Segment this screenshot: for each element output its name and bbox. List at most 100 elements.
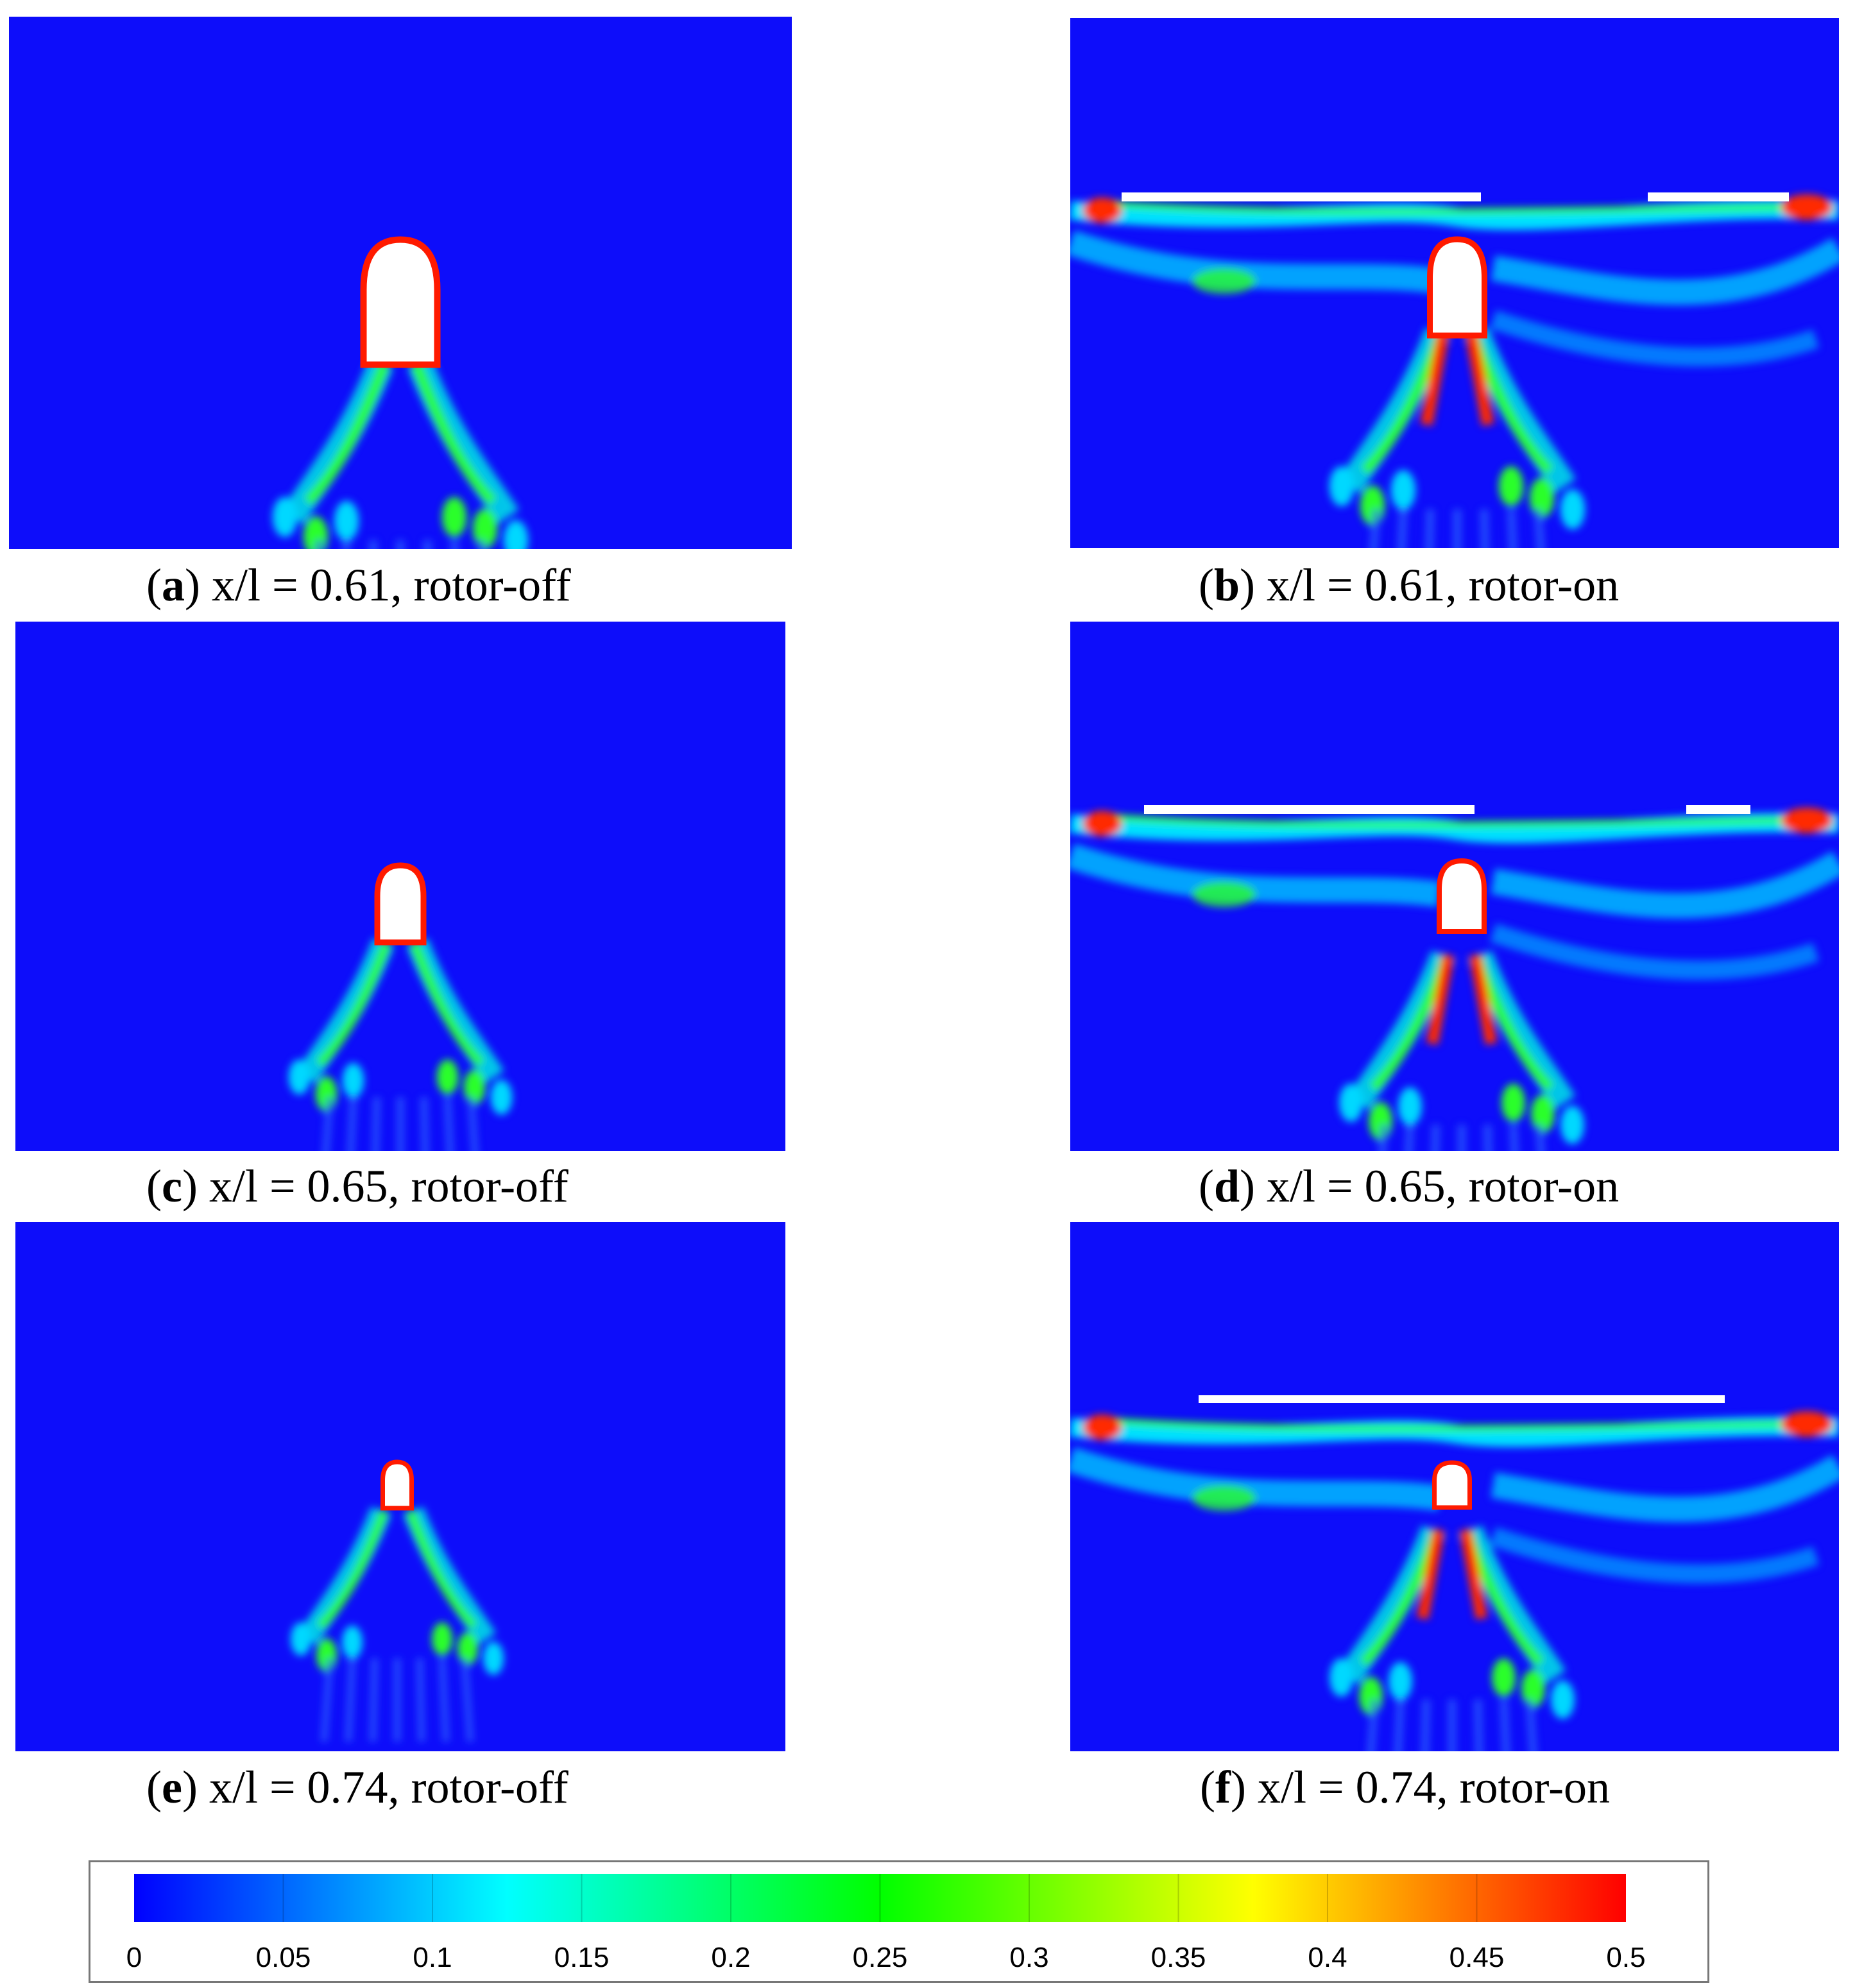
f-rotor-blade — [1199, 1395, 1725, 1403]
panel-caption-b: (b) x/l = 0.61, rotor-on — [1199, 559, 1620, 611]
panel-caption-f: (f) x/l = 0.74, rotor-on — [1200, 1762, 1611, 1813]
d-vortex — [1339, 1083, 1363, 1122]
e-vortex — [342, 1626, 363, 1659]
c-streak — [347, 1097, 357, 1151]
b-vortex — [1529, 477, 1555, 518]
a-streak — [450, 539, 459, 549]
f-blob — [1192, 1485, 1256, 1511]
d-wake-red-left — [1426, 954, 1455, 1045]
c-streak — [420, 1097, 429, 1151]
c-vortex — [288, 1059, 311, 1095]
colorbar-tick-label: 0 — [126, 1942, 142, 1973]
f-wake-band-right — [1491, 1454, 1839, 1522]
b-rotor-blade-left — [1122, 192, 1481, 201]
e-wake-left — [298, 1506, 391, 1645]
d-wake-red-right — [1469, 954, 1498, 1045]
panel-letter: e — [161, 1762, 182, 1813]
d-wake-left-core — [1369, 953, 1452, 1092]
panel-caption-d: (d) x/l = 0.65, rotor-on — [1199, 1160, 1620, 1212]
colorbar: 0 0.05 0.1 0.15 0.2 0.25 0.3 0.35 0.4 0.45 0.5 — [89, 1860, 1709, 1983]
d-rotor-blade-left — [1144, 805, 1475, 814]
a-vortex — [503, 520, 529, 549]
b-wake-band-right — [1491, 237, 1839, 305]
c-streak — [322, 1097, 333, 1151]
a-fuselage — [360, 236, 441, 368]
panel-letter: c — [161, 1160, 182, 1212]
d-tip-vortex-right — [1781, 808, 1833, 833]
d-vortex — [1398, 1087, 1422, 1126]
panel-caption-e: (e) x/l = 0.74, rotor-off — [146, 1762, 568, 1813]
a-streak — [423, 539, 432, 549]
f-shear-core — [1108, 1418, 1801, 1432]
d-vortex — [1560, 1105, 1584, 1144]
f-streak — [1367, 1699, 1378, 1751]
b-tip-vortex-left — [1083, 198, 1122, 223]
colorbar-tick-label: 0.1 — [413, 1942, 452, 1973]
contour-svg — [288, 862, 513, 1151]
e-vortex — [483, 1642, 504, 1675]
colorbar-tick-label: 0.05 — [256, 1942, 311, 1973]
panel-caption-c: (c) x/l = 0.65, rotor-off — [146, 1160, 568, 1212]
b-fuselage — [1427, 236, 1487, 339]
colorbar-tick-label: 0.4 — [1308, 1942, 1347, 1973]
f-streak — [1421, 1699, 1430, 1751]
d-tip-vortex-left — [1083, 811, 1122, 837]
d-wake-band-right — [1491, 851, 1839, 919]
e-wake-right-core — [406, 1509, 477, 1629]
panel-letter: f — [1215, 1762, 1231, 1813]
c-wake-left — [296, 938, 395, 1083]
e-streak — [321, 1658, 333, 1742]
e-vortex — [432, 1622, 452, 1656]
d-streak — [1405, 1125, 1414, 1151]
f-vortex — [1551, 1680, 1575, 1719]
b-vortex — [1560, 489, 1586, 530]
f-wake-band-left — [1070, 1447, 1441, 1511]
f-streak — [1500, 1699, 1510, 1751]
e-vortex — [291, 1622, 311, 1656]
d-rotor-blade-right — [1686, 805, 1750, 814]
f-streak — [1526, 1699, 1537, 1751]
d-streak — [1378, 1125, 1388, 1151]
b-wake-band-lower — [1490, 310, 1819, 367]
c-vortex — [463, 1069, 486, 1105]
f-vortex — [1389, 1661, 1412, 1701]
d-streak — [1432, 1125, 1440, 1151]
d-wake-band-left — [1070, 844, 1441, 907]
b-vortex — [1390, 470, 1416, 511]
a-streak — [342, 539, 350, 549]
f-vortex — [1329, 1658, 1353, 1697]
a-wake-right-core — [411, 361, 497, 505]
a-vortex — [272, 497, 298, 538]
e-streak — [439, 1658, 449, 1742]
b-streak — [1398, 509, 1407, 548]
colorbar-tick-label: 0.3 — [1009, 1942, 1048, 1973]
b-blob — [1192, 268, 1256, 294]
colorbar-tick-label: 0.15 — [554, 1942, 610, 1973]
panel-caption-text: x/l = 0.65, rotor-on — [1255, 1160, 1620, 1212]
e-vortex — [457, 1632, 478, 1665]
panel-caption-text: x/l = 0.61, rotor-on — [1255, 559, 1620, 611]
a-wake-left-core — [304, 361, 390, 505]
e-wake-right — [403, 1506, 497, 1645]
a-streak — [369, 539, 377, 549]
b-streak — [1480, 509, 1489, 548]
contour-panel-e — [15, 1222, 785, 1751]
d-streak — [1535, 1125, 1545, 1151]
f-vortex — [1521, 1669, 1545, 1708]
contour-panel-f — [1070, 1222, 1839, 1751]
c-wake-right-core — [409, 940, 485, 1067]
b-streak — [1425, 509, 1434, 548]
panel-letter: a — [161, 559, 185, 611]
d-blob — [1192, 881, 1256, 907]
b-wake-red-right — [1465, 331, 1494, 426]
a-wake-left — [282, 358, 394, 525]
f-tip-vortex-left — [1083, 1415, 1122, 1440]
panel-caption-text: x/l = 0.74, rotor-on — [1245, 1762, 1611, 1813]
contour-svg — [291, 1459, 504, 1742]
contour-panel-c — [15, 622, 785, 1151]
panel-letter: b — [1213, 559, 1240, 611]
f-vortex — [1492, 1658, 1516, 1697]
f-wake-band-lower — [1490, 1527, 1819, 1584]
colorbar-tick-label: 0.35 — [1151, 1942, 1206, 1973]
e-wake-left-core — [317, 1509, 389, 1629]
